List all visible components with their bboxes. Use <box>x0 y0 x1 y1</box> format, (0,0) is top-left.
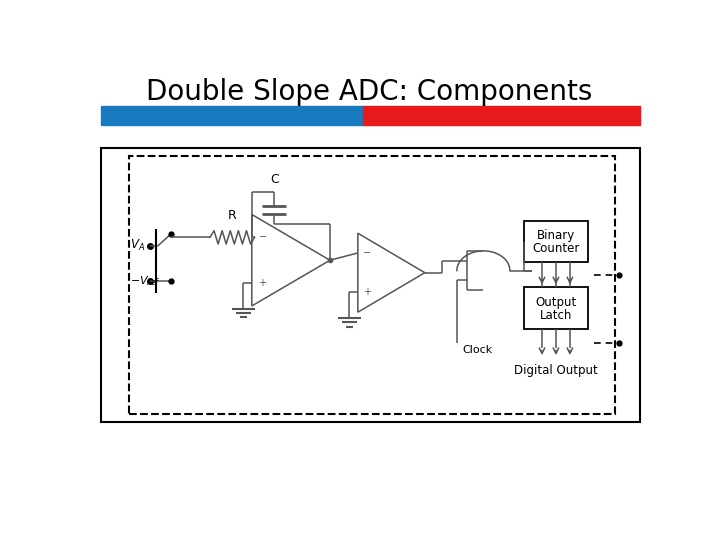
Text: Digital Output: Digital Output <box>514 364 598 377</box>
Text: Clock: Clock <box>463 346 493 355</box>
Text: −: − <box>364 248 372 258</box>
Bar <box>364 106 639 125</box>
Text: +: + <box>258 278 266 288</box>
Bar <box>524 221 588 262</box>
Text: Binary: Binary <box>537 229 575 242</box>
Bar <box>524 287 588 329</box>
Text: $V_A$: $V_A$ <box>130 238 145 253</box>
Text: Double Slope ADC: Components: Double Slope ADC: Components <box>146 78 592 106</box>
Bar <box>101 148 639 422</box>
Text: R: R <box>228 208 237 221</box>
Bar <box>129 156 615 414</box>
Text: $-V_{ref}$: $-V_{ref}$ <box>130 274 161 288</box>
Text: Counter: Counter <box>532 242 580 255</box>
Text: −: − <box>258 232 266 242</box>
Text: +: + <box>364 287 372 298</box>
Text: Latch: Latch <box>540 309 572 322</box>
Text: C: C <box>270 173 279 186</box>
Text: Output: Output <box>535 296 577 309</box>
Bar <box>101 106 364 125</box>
